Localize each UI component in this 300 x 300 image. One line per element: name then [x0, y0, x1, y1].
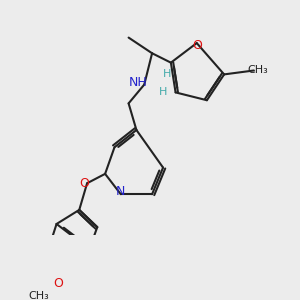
Text: H: H — [159, 87, 167, 98]
Text: O: O — [53, 277, 63, 290]
Text: O: O — [79, 177, 89, 190]
Text: O: O — [192, 39, 202, 52]
Text: CH₃: CH₃ — [28, 291, 49, 300]
Text: H: H — [163, 69, 171, 80]
Text: NH: NH — [129, 76, 147, 89]
Text: N: N — [116, 184, 125, 198]
Text: CH₃: CH₃ — [248, 65, 268, 76]
